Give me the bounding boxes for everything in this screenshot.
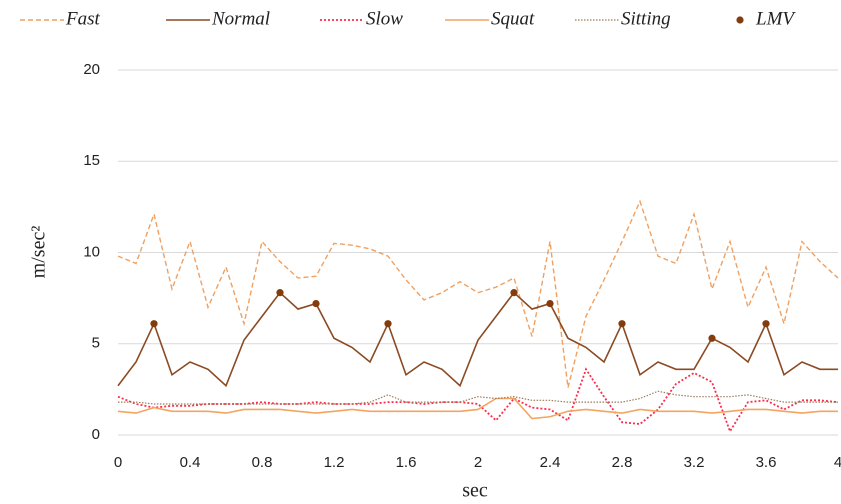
data-line xyxy=(117,367,839,434)
data-point xyxy=(276,289,284,297)
x-tick-label: 0.8 xyxy=(252,454,273,471)
legend-label: Slow xyxy=(366,8,403,29)
data-point xyxy=(546,300,554,308)
x-tick-label: 2.4 xyxy=(540,454,561,471)
legend-label: LMV xyxy=(755,8,796,29)
legend-label: Squat xyxy=(491,8,535,29)
x-tick-label: 4 xyxy=(834,454,841,471)
data-point xyxy=(762,320,770,328)
x-tick-label: 0 xyxy=(114,454,122,471)
x-axis-label: sec xyxy=(462,480,488,502)
data-line xyxy=(118,390,838,405)
x-tick-label: 1.6 xyxy=(396,454,417,471)
legend-label: Fast xyxy=(65,8,101,29)
y-tick-label: 20 xyxy=(83,61,100,78)
x-tick-label: 3.6 xyxy=(756,454,777,471)
x-tick-label: 0.4 xyxy=(180,454,201,471)
data-line xyxy=(117,291,838,388)
y-tick-label: 15 xyxy=(83,152,100,169)
data-point xyxy=(150,320,158,328)
legend-label: Sitting xyxy=(621,8,671,29)
legend-marker xyxy=(736,16,744,24)
data-point xyxy=(384,320,392,328)
y-tick-label: 10 xyxy=(83,243,100,260)
x-tick-label: 1.2 xyxy=(324,454,345,471)
legend-label: Normal xyxy=(211,8,270,29)
x-tick-label: 2 xyxy=(474,454,482,471)
x-tick-label: 3.2 xyxy=(684,454,705,471)
y-tick-label: 0 xyxy=(92,426,100,443)
data-point xyxy=(708,334,716,342)
y-tick-label: 5 xyxy=(92,335,100,352)
data-line xyxy=(117,199,839,388)
y-axis-label: m/sec² xyxy=(28,226,50,279)
data-point xyxy=(312,300,320,308)
x-tick-label: 2.8 xyxy=(612,454,633,471)
data-point xyxy=(618,320,626,328)
data-line xyxy=(117,397,838,420)
data-point xyxy=(510,289,518,297)
